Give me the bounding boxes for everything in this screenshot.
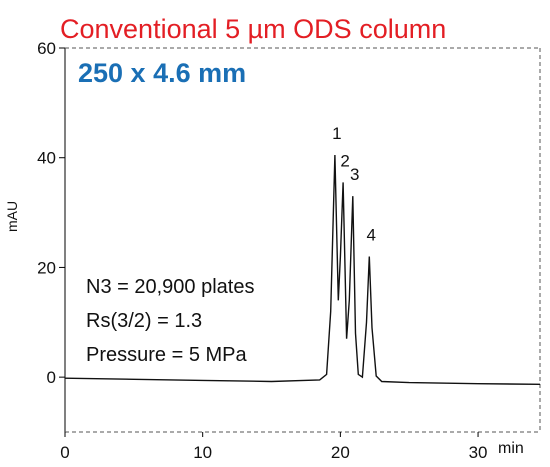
peak-labels: 1 23 4 — [332, 124, 376, 244]
annotation-plates: N3 = 20,900 plates — [86, 276, 255, 298]
peak-label: 1 — [332, 124, 341, 143]
y-tick-label: 40 — [37, 149, 56, 168]
axis-ticks: 0 10 20 30 0 20 40 60 — [37, 39, 487, 462]
chromatogram-trace — [64, 154, 541, 385]
x-axis-label: min — [498, 440, 524, 457]
chart-title: Conventional 5 µm ODS column — [60, 14, 447, 44]
peak-label: 3 — [350, 165, 359, 184]
peak-label: 2 — [340, 151, 349, 170]
x-tick-label: 30 — [469, 443, 488, 462]
annotation-resolution: Rs(3/2) = 1.3 — [86, 310, 203, 332]
y-axis-label: mAU — [4, 200, 20, 232]
x-tick-label: 0 — [60, 443, 69, 462]
y-tick-label: 0 — [47, 368, 56, 387]
x-tick-label: 20 — [331, 443, 350, 462]
x-tick-label: 10 — [193, 443, 212, 462]
y-tick-label: 60 — [37, 39, 56, 58]
chart-subtitle: 250 x 4.6 mm — [78, 58, 247, 88]
peak-label: 4 — [367, 225, 376, 244]
annotation-pressure: Pressure = 5 MPa — [86, 344, 247, 366]
y-tick-label: 20 — [37, 258, 56, 277]
